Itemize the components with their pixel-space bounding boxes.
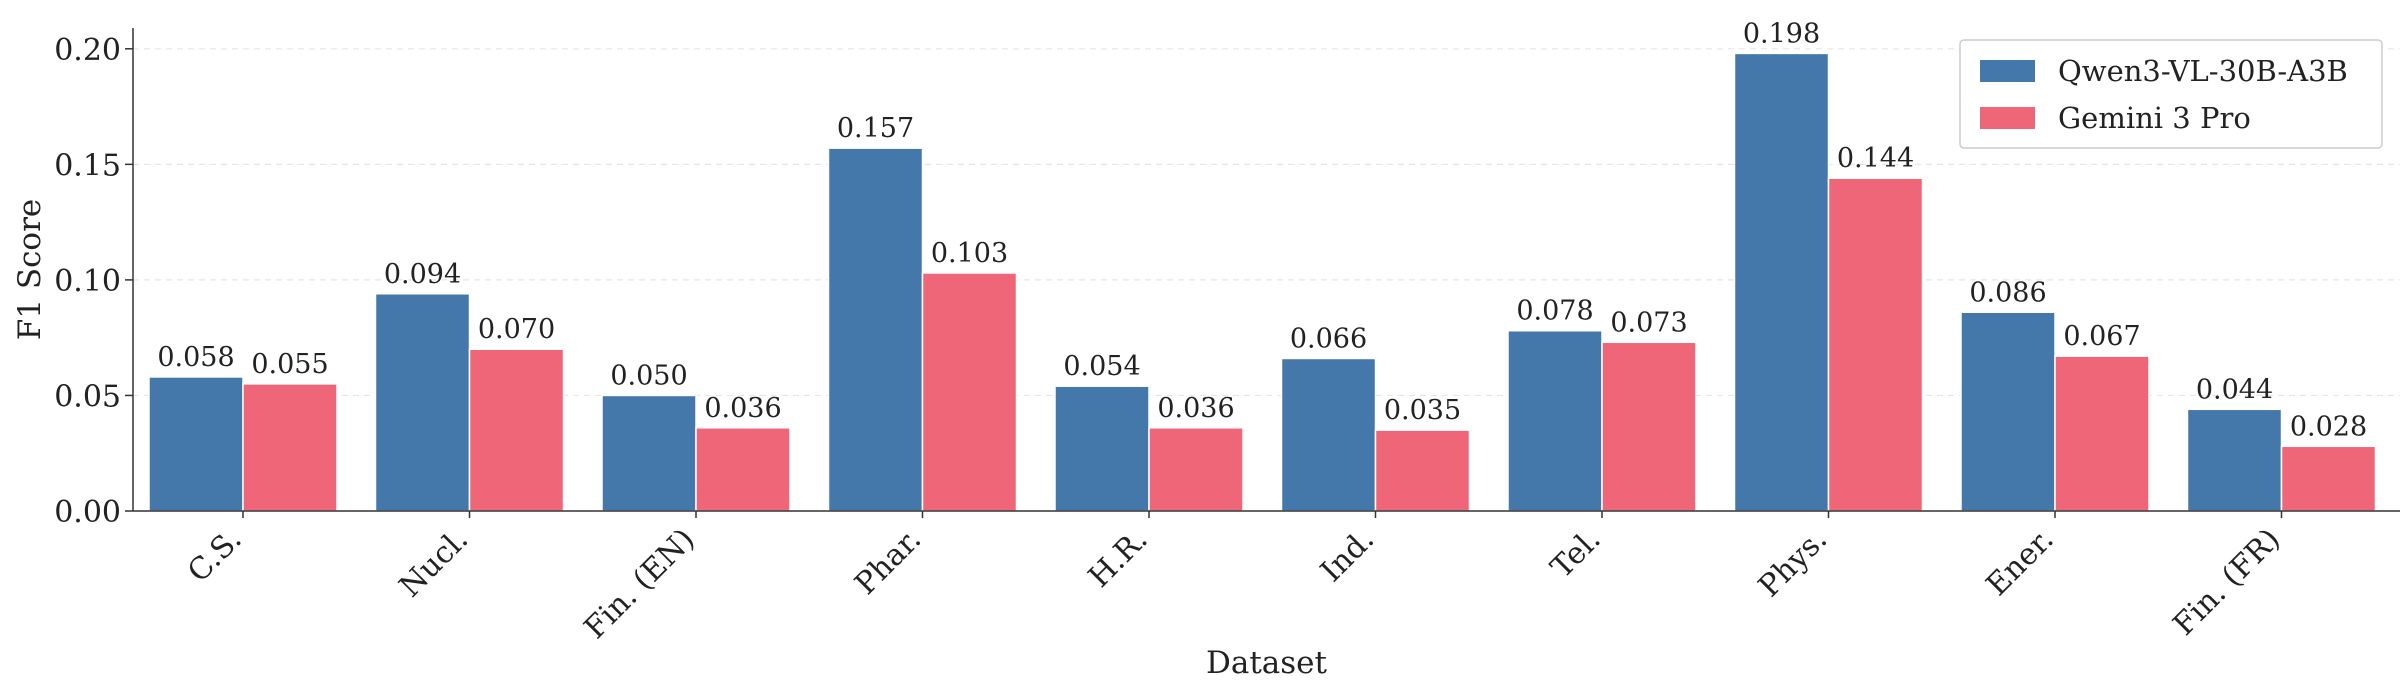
data-label: 0.067 [2063, 321, 2140, 352]
bar-gemini [2280, 445, 2377, 512]
bar-qwen [1280, 357, 1377, 512]
data-label: 0.028 [2290, 411, 2367, 442]
x-tick-label: Ener. [1980, 522, 2061, 603]
bar-gemini [921, 272, 1018, 512]
data-label: 0.036 [1157, 393, 1234, 424]
data-label: 0.086 [1969, 277, 2046, 308]
legend-box [1959, 39, 2383, 149]
legend: Qwen3-VL-30B-A3B Gemini 3 Pro [1959, 39, 2383, 149]
x-tick-label: Fin. (FR) [2167, 522, 2288, 643]
bar-gemini [242, 383, 338, 512]
axes [132, 28, 2400, 512]
bar-qwen [1733, 52, 1830, 512]
x-tick-label: Phar. [848, 522, 928, 602]
bar-qwen [827, 147, 924, 512]
legend-swatch-gemini [1980, 107, 2035, 129]
y-tick-label: 0.15 [54, 148, 121, 183]
x-tick-label: Tel. [1544, 522, 1607, 585]
y-tick-labels: 0.00 0.05 0.10 0.15 0.20 [54, 33, 133, 530]
bar-gemini [695, 427, 791, 512]
data-label: 0.035 [1384, 395, 1461, 426]
bar-gemini [1827, 177, 1924, 512]
x-tick-label: Ind. [1314, 522, 1381, 589]
bar-qwen [148, 376, 244, 512]
data-labels: 0.058 0.055 0.094 0.070 0.050 0.036 0.157 0.103… [157, 18, 2367, 442]
bar-gemini [468, 348, 565, 512]
data-label: 0.054 [1063, 351, 1140, 382]
data-label: 0.036 [704, 393, 781, 424]
legend-label-qwen: Qwen3-VL-30B-A3B [2058, 54, 2348, 88]
x-tick-label: H.R. [1082, 522, 1155, 595]
data-label: 0.073 [1610, 307, 1687, 338]
data-label: 0.078 [1516, 296, 1593, 327]
data-label: 0.044 [2196, 374, 2273, 405]
data-label: 0.198 [1743, 18, 1820, 49]
bar-qwen [2186, 408, 2283, 512]
bar-gemini [2054, 355, 2150, 512]
legend-swatch-qwen [1980, 60, 2035, 82]
data-label: 0.103 [931, 238, 1008, 269]
bars [148, 52, 2377, 512]
x-tick-labels: C.S. Nucl. Fin. (EN) Phar. H.R. Ind. Tel. Phys.… [181, 511, 2287, 646]
bar-gemini [1601, 341, 1697, 512]
data-label: 0.157 [837, 113, 914, 144]
data-label: 0.066 [1290, 323, 1367, 354]
y-axis-title: F1 Score [12, 199, 48, 341]
y-tick-label: 0.20 [54, 33, 121, 68]
bar-qwen [374, 293, 471, 512]
data-label: 0.050 [610, 360, 687, 391]
y-tick-label: 0.05 [54, 379, 121, 414]
legend-label-gemini: Gemini 3 Pro [2058, 101, 2251, 135]
bar-gemini [1148, 427, 1244, 512]
bar-qwen [1054, 385, 1150, 512]
bar-qwen [1507, 329, 1603, 512]
data-label: 0.070 [478, 314, 555, 345]
y-tick-label: 0.10 [54, 264, 121, 299]
bar-qwen [1960, 311, 2056, 512]
x-tick-label: C.S. [181, 522, 248, 589]
bar-qwen [601, 394, 697, 512]
bar-gemini [1374, 429, 1471, 512]
x-tick-label: Fin. (EN) [578, 522, 702, 646]
x-axis-title: Dataset [1206, 645, 1328, 681]
data-label: 0.058 [157, 342, 234, 373]
x-tick-label: Nucl. [393, 522, 475, 604]
data-label: 0.055 [251, 349, 328, 380]
y-tick-label: 0.00 [54, 495, 121, 530]
data-label: 0.094 [384, 259, 461, 290]
data-label: 0.144 [1837, 143, 1914, 174]
x-tick-label: Phys. [1752, 522, 1834, 604]
